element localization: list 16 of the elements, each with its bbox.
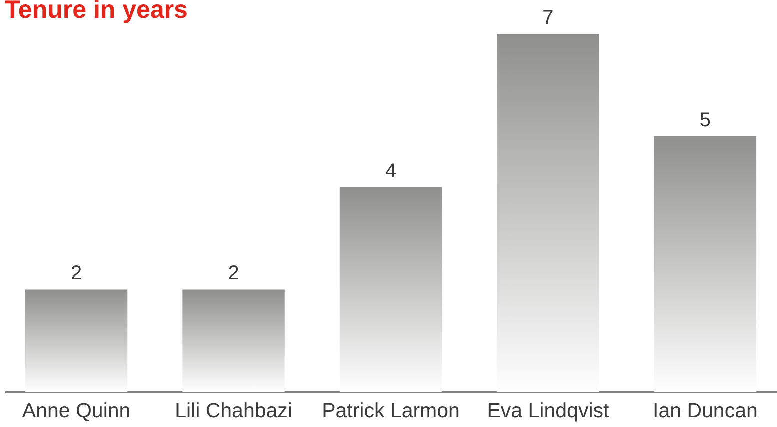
x-tick-label: Patrick Larmon bbox=[322, 400, 460, 422]
x-tick-label: Anne Quinn bbox=[22, 400, 131, 422]
x-tick-label: Ian Duncan bbox=[653, 400, 758, 422]
data-label: 2 bbox=[70, 262, 82, 285]
data-label: 7 bbox=[542, 7, 554, 29]
bar bbox=[654, 136, 757, 392]
bar bbox=[182, 290, 285, 392]
bar bbox=[25, 290, 128, 392]
data-label: 4 bbox=[385, 160, 397, 182]
bar bbox=[497, 34, 600, 392]
x-tick-label: Lili Chahbazi bbox=[175, 400, 292, 422]
chart-title: Tenure in years bbox=[5, 0, 188, 24]
bar bbox=[340, 187, 442, 392]
data-label: 2 bbox=[228, 262, 240, 285]
x-tick-label: Eva Lindqvist bbox=[487, 400, 610, 422]
data-label: 5 bbox=[700, 109, 712, 132]
